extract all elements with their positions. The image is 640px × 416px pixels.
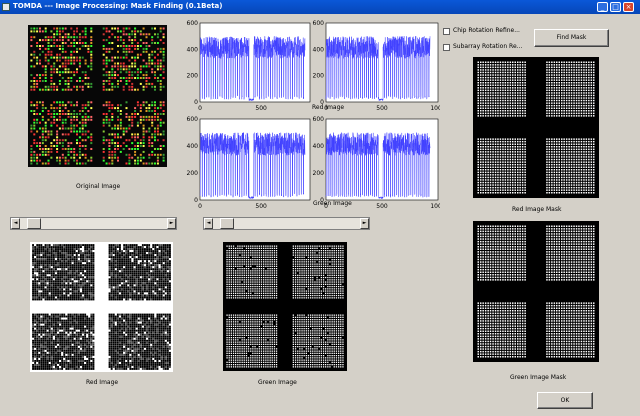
arrow-right-icon[interactable]: ► [360,218,369,229]
title-bar[interactable]: TOMDA --- Image Processing: Mask Finding… [0,0,640,14]
close-icon: × [625,3,632,11]
subarray-rotation-label: Subarray Rotation Re... [453,43,523,50]
y-tick-label: 0 [194,197,198,204]
original-image [28,25,167,167]
y-tick-label: 0 [194,99,198,106]
red-mask-caption: Red Image Mask [512,206,562,213]
chip-rotation-checkbox[interactable] [443,28,450,35]
close-button[interactable]: × [623,2,634,12]
x-tick-label: 0 [198,105,202,112]
minimize-icon: _ [600,3,605,11]
find-mask-button[interactable]: Find Mask [534,29,609,47]
x-tick-label: 1000 [430,203,440,210]
green-image-mask [473,221,599,362]
plot-line [199,132,306,200]
arrow-left-icon[interactable]: ◄ [11,218,20,229]
slider-thumb[interactable] [26,218,41,229]
plot-line [325,132,431,200]
x-tick-label: 500 [255,105,267,112]
x-tick-label: 500 [255,203,267,210]
y-tick-label: 0 [320,197,324,204]
window-title: TOMDA --- Image Processing: Mask Finding… [13,2,223,10]
slider-thumb[interactable] [219,218,234,229]
y-tick-label: 200 [187,73,199,80]
maximize-icon: □ [612,3,619,11]
y-tick-label: 200 [187,170,199,177]
green-large-caption: Green Image [258,379,297,386]
original-image-caption: Original Image [76,183,121,190]
red-large-caption: Red Image [86,379,119,386]
chip-rotation-label: Chip Rotation Refine... [453,27,520,34]
y-tick-label: 600 [313,116,325,123]
y-tick-label: 400 [313,46,325,53]
y-tick-label: 400 [313,143,325,150]
matlab-figure-icon [2,3,10,11]
y-tick-label: 400 [187,46,199,53]
plot-line [325,35,431,102]
minimize-button[interactable]: _ [597,2,608,12]
plot-top-left: 600 400 200 0 0 500 [184,18,312,112]
red-image [30,242,173,372]
maximize-button[interactable]: □ [610,2,621,12]
arrow-left-icon[interactable]: ◄ [204,218,213,229]
x-tick-label: 500 [376,203,388,210]
y-tick-label: 200 [313,170,325,177]
plot-bottom-left: 600 400 200 0 0 500 [184,114,312,210]
x-tick-label: 0 [198,203,202,210]
red-small-caption: Red Image [312,104,345,111]
y-tick-label: 600 [313,20,325,27]
ok-label: OK [560,397,570,404]
y-tick-label: 400 [187,143,199,150]
subarray-rotation-checkbox[interactable] [443,44,450,51]
y-tick-label: 0 [320,99,324,106]
green-threshold-slider[interactable]: ◄ ► [203,217,370,230]
plot-line [199,35,306,102]
y-tick-label: 600 [187,20,199,27]
x-tick-label: 0 [324,105,328,112]
x-tick-label: 500 [376,105,388,112]
green-image [223,242,347,371]
slider-track[interactable] [213,218,360,229]
x-tick-label: 0 [324,203,328,210]
plot-bottom-right: 600 400 200 00 500 1000 [310,114,440,210]
y-tick-label: 600 [187,116,199,123]
arrow-right-icon[interactable]: ► [167,218,176,229]
plot-top-right: 600 400 200 00 500 1000 [310,18,440,112]
ok-button[interactable]: OK [537,392,593,409]
red-threshold-slider[interactable]: ◄ ► [10,217,177,230]
slider-track[interactable] [20,218,167,229]
red-image-mask [473,57,599,198]
x-tick-label: 1000 [430,105,440,112]
green-mask-caption: Green Image Mask [510,374,567,381]
find-mask-label: Find Mask [556,34,587,41]
green-small-caption: Green Image [313,200,352,207]
y-tick-label: 200 [313,73,325,80]
